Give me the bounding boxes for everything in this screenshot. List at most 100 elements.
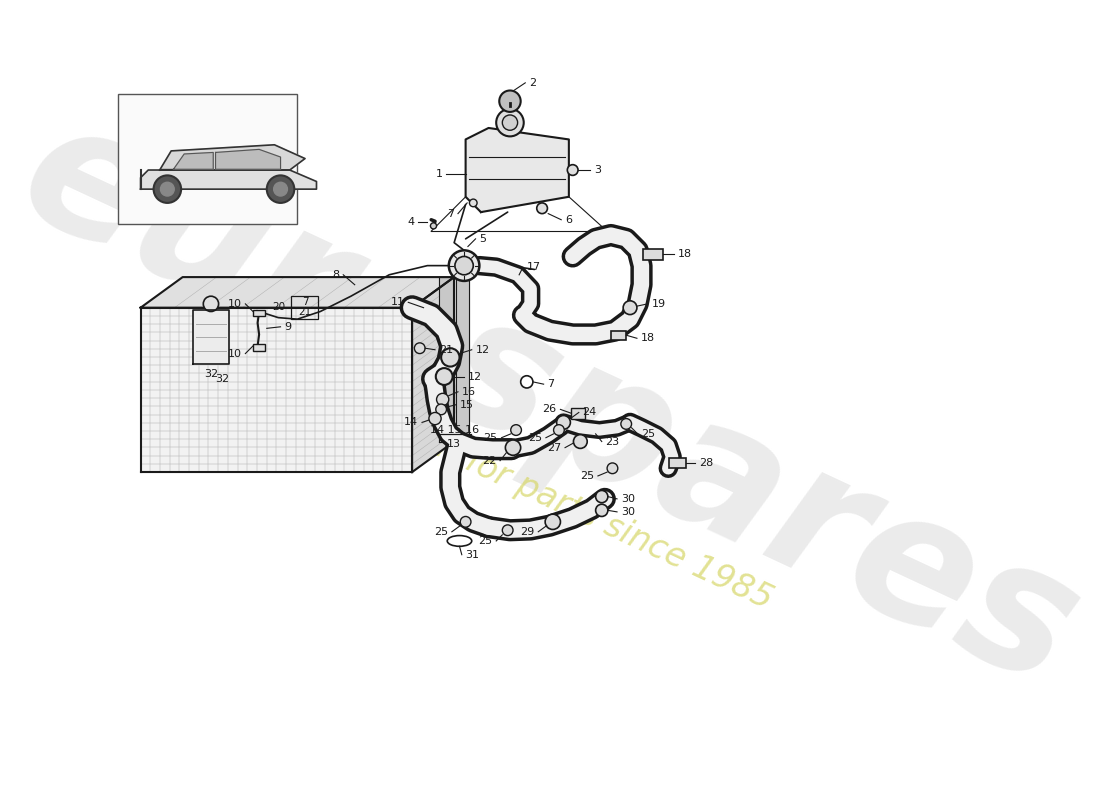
Text: 14 15 16: 14 15 16 <box>430 425 478 435</box>
Circle shape <box>204 296 219 311</box>
Text: 30: 30 <box>620 507 635 517</box>
Text: 31: 31 <box>465 550 480 560</box>
Text: 4: 4 <box>407 217 415 227</box>
Text: 6: 6 <box>565 214 572 225</box>
Text: 2: 2 <box>529 78 536 88</box>
Circle shape <box>154 175 182 203</box>
Text: 15: 15 <box>460 400 473 410</box>
Text: 25: 25 <box>528 433 542 442</box>
Circle shape <box>436 404 447 414</box>
Circle shape <box>620 418 631 430</box>
Text: 7: 7 <box>301 298 308 307</box>
Text: 8: 8 <box>332 270 340 280</box>
Text: 32: 32 <box>214 374 229 384</box>
Text: 5: 5 <box>480 234 486 244</box>
Circle shape <box>449 250 480 281</box>
Circle shape <box>267 175 295 203</box>
Text: 25: 25 <box>580 471 594 481</box>
Text: 12: 12 <box>475 345 490 354</box>
Bar <box>571 408 585 418</box>
Circle shape <box>537 203 548 214</box>
Circle shape <box>573 434 587 449</box>
Bar <box>118 94 297 223</box>
Text: 21: 21 <box>298 306 311 317</box>
Text: 25: 25 <box>478 536 493 546</box>
Text: 17: 17 <box>527 262 541 272</box>
Polygon shape <box>160 145 305 170</box>
Circle shape <box>595 504 608 517</box>
Circle shape <box>520 376 532 388</box>
Bar <box>644 249 663 259</box>
Text: 23: 23 <box>606 437 619 446</box>
Circle shape <box>161 182 174 196</box>
Bar <box>253 344 265 350</box>
Circle shape <box>503 525 513 535</box>
Circle shape <box>499 90 520 112</box>
Circle shape <box>607 463 618 474</box>
Polygon shape <box>141 277 454 308</box>
Text: 28: 28 <box>698 458 713 468</box>
Polygon shape <box>439 277 452 442</box>
Polygon shape <box>216 150 280 170</box>
Circle shape <box>510 425 521 435</box>
Text: 25: 25 <box>433 526 448 537</box>
Text: 13: 13 <box>447 439 461 449</box>
Circle shape <box>415 343 425 354</box>
Text: 3: 3 <box>594 165 601 175</box>
Text: 18: 18 <box>678 249 692 259</box>
Text: 25: 25 <box>641 429 656 439</box>
Circle shape <box>496 109 524 136</box>
Circle shape <box>470 199 477 206</box>
Circle shape <box>430 222 437 229</box>
Bar <box>292 296 318 319</box>
Text: eurospares: eurospares <box>0 82 1100 724</box>
Circle shape <box>441 348 460 366</box>
Text: 19: 19 <box>651 299 666 309</box>
Circle shape <box>624 301 637 314</box>
Polygon shape <box>412 277 454 472</box>
Text: 20: 20 <box>272 302 285 312</box>
Polygon shape <box>174 153 213 170</box>
Text: 11: 11 <box>390 298 405 307</box>
Text: 12: 12 <box>468 371 482 382</box>
Circle shape <box>557 415 571 430</box>
Circle shape <box>505 440 520 455</box>
Bar <box>253 310 265 316</box>
Bar <box>669 458 686 468</box>
Text: 24: 24 <box>583 407 597 418</box>
Text: 22: 22 <box>482 456 496 466</box>
Circle shape <box>455 257 473 275</box>
Text: 26: 26 <box>542 404 557 414</box>
Text: 32: 32 <box>204 370 218 379</box>
Text: 7: 7 <box>447 209 454 218</box>
Circle shape <box>437 394 449 406</box>
Circle shape <box>460 517 471 527</box>
Bar <box>610 330 626 340</box>
Text: 25: 25 <box>484 433 497 442</box>
Circle shape <box>274 182 287 196</box>
Circle shape <box>553 425 564 435</box>
Text: 16: 16 <box>462 387 476 397</box>
Circle shape <box>503 115 518 130</box>
Text: 10: 10 <box>228 299 242 309</box>
Polygon shape <box>465 128 569 212</box>
Circle shape <box>429 413 441 425</box>
Text: 29: 29 <box>520 526 535 537</box>
Text: 14: 14 <box>404 418 418 427</box>
Polygon shape <box>141 308 412 472</box>
Text: 7: 7 <box>548 379 554 389</box>
Text: 30: 30 <box>620 494 635 504</box>
Text: 10: 10 <box>228 349 242 358</box>
Polygon shape <box>455 277 470 442</box>
Text: 27: 27 <box>547 442 561 453</box>
Text: 1: 1 <box>436 169 442 179</box>
Circle shape <box>546 514 560 530</box>
Circle shape <box>568 165 578 175</box>
Text: a passion for parts since 1985: a passion for parts since 1985 <box>307 374 778 617</box>
Polygon shape <box>192 310 229 363</box>
Circle shape <box>436 368 452 385</box>
Text: 9: 9 <box>285 322 292 332</box>
Text: 18: 18 <box>640 334 654 343</box>
Text: 21: 21 <box>439 345 453 354</box>
Polygon shape <box>141 170 317 189</box>
